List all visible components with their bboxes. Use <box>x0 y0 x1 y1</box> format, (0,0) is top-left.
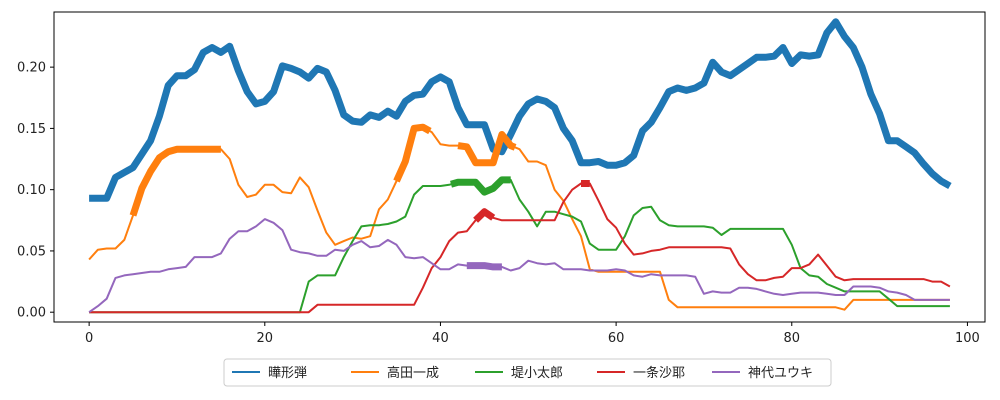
y-axis: 0.00 0.05 0.10 0.15 0.20 <box>17 61 54 321</box>
plot-frame <box>53 11 986 323</box>
highlight-segment-高田一成-0 <box>129 145 221 217</box>
x-tick-label-60: 60 <box>608 331 625 346</box>
highlight-segment-高田一成-1 <box>393 123 432 183</box>
y-tick-label-0.2: 0.20 <box>17 61 46 76</box>
legend-label-神代ユウキ: 神代ユウキ <box>748 366 813 381</box>
series-line-高田一成 <box>88 126 950 311</box>
highlight-segment-一条沙耶-4 <box>473 208 496 223</box>
x-tick-label-20: 20 <box>257 331 274 346</box>
legend: 曄形弾 高田一成 堤小太郎 一条沙耶 神代ユウキ <box>223 358 832 387</box>
x-tick-label-40: 40 <box>432 331 449 346</box>
series-line-一条沙耶 <box>89 182 951 314</box>
y-tick-label-0.1: 0.10 <box>17 183 46 198</box>
x-tick-label-80: 80 <box>784 331 801 346</box>
y-tick-label-0.15: 0.15 <box>17 122 46 137</box>
legend-label-一条沙耶: 一条沙耶 <box>633 365 685 381</box>
series-layer <box>88 18 952 314</box>
x-tick-label-0: 0 <box>85 331 93 346</box>
legend-label-堤小太郎: 堤小太郎 <box>511 366 563 381</box>
series-line-神代ユウキ <box>88 218 950 314</box>
series-line-堤小太郎 <box>89 178 950 314</box>
y-tick-label-0: 0.00 <box>17 306 46 321</box>
x-axis: 0 20 40 60 80 100 <box>85 322 980 346</box>
highlight-segment-堤小太郎-3 <box>450 176 511 196</box>
series-line-曄形弾 <box>89 18 952 202</box>
highlight-layer <box>129 123 590 271</box>
x-tick-label-100: 100 <box>955 331 980 346</box>
legend-label-高田一成: 高田一成 <box>387 365 439 381</box>
highlight-segment-高田一成-2 <box>457 131 517 167</box>
y-tick-label-0.05: 0.05 <box>17 244 46 259</box>
legend-label-曄形弾: 曄形弾 <box>268 366 307 381</box>
legend-box <box>223 358 832 387</box>
highlight-segment-神代ユウキ-6 <box>466 262 502 271</box>
